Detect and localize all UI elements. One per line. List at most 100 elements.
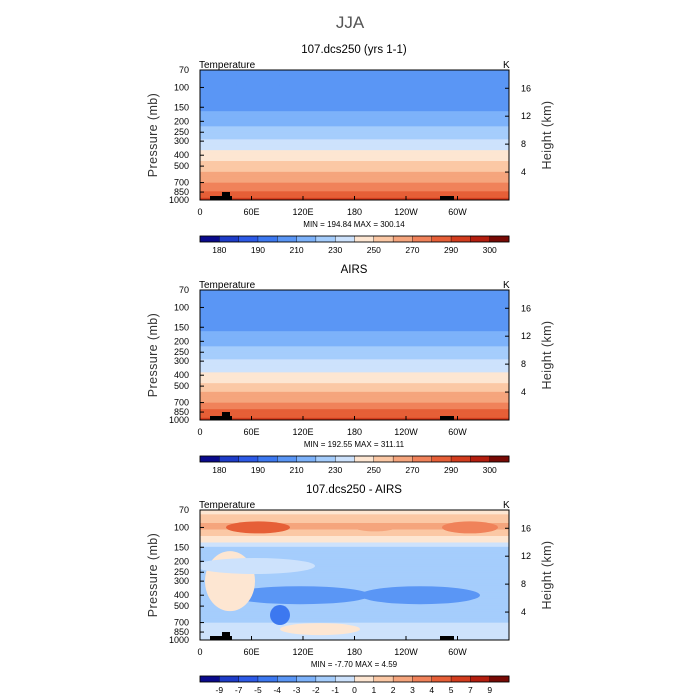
contour-band xyxy=(200,102,509,106)
colorbar-swatch xyxy=(334,235,355,243)
height-tick-label: 12 xyxy=(521,331,531,341)
colorbar-swatch xyxy=(431,455,452,463)
contour-field xyxy=(200,510,509,640)
colorbar-label: 2 xyxy=(391,685,396,695)
pressure-tick-label: 150 xyxy=(174,542,189,552)
contour-band xyxy=(200,182,509,186)
colorbar-swatch xyxy=(296,675,317,683)
contour-band xyxy=(200,130,509,134)
contour-band xyxy=(200,614,509,617)
colorbar-label: 250 xyxy=(367,245,381,255)
height-axis-label: Height (km) xyxy=(540,321,554,390)
contour-band xyxy=(200,72,509,75)
lon-tick-label: 180 xyxy=(347,647,362,657)
contour-band xyxy=(200,391,509,395)
contour-band xyxy=(200,389,509,393)
contour-band xyxy=(200,139,509,143)
contour-band xyxy=(200,93,509,97)
contour-band xyxy=(200,568,509,572)
panel-title: 107.dcs250 (yrs 1-1) xyxy=(301,44,407,56)
contour-band xyxy=(200,122,509,125)
contour-band xyxy=(200,562,509,565)
colorbar-label: 230 xyxy=(328,245,342,255)
colorbar-swatch xyxy=(257,235,278,243)
colorbar-label: -9 xyxy=(216,685,224,695)
contour-band xyxy=(200,89,509,93)
variable-label: Temperature xyxy=(199,60,256,71)
colorbar-swatch xyxy=(412,235,433,243)
contour-band xyxy=(200,335,509,339)
contour-band xyxy=(200,96,509,99)
colorbar-swatch xyxy=(354,675,375,683)
contour-band xyxy=(200,174,509,177)
contour-band xyxy=(200,549,509,552)
colorbar-swatch xyxy=(296,235,317,243)
colorbar-frame xyxy=(199,675,510,683)
variable-label: Temperature xyxy=(199,280,256,291)
colorbar-swatch xyxy=(470,455,491,463)
colorbar-swatch xyxy=(334,675,355,683)
pressure-tick-label: 1000 xyxy=(169,415,189,425)
contour-band xyxy=(200,572,509,576)
colorbar-swatch xyxy=(373,235,394,243)
topography-mask xyxy=(210,636,232,640)
colorbar-swatch xyxy=(257,455,278,463)
contour-band xyxy=(200,176,509,179)
contour-band xyxy=(200,372,509,376)
colorbar-swatch xyxy=(450,235,471,243)
contour-band xyxy=(200,104,509,108)
lon-tick-label: 120W xyxy=(394,207,418,217)
colorbar-swatch xyxy=(277,235,298,243)
contour-band xyxy=(200,546,509,550)
pressure-tick-label: 700 xyxy=(174,178,189,188)
topography-mask xyxy=(222,412,230,420)
pressure-tick-label: 150 xyxy=(174,102,189,112)
contour-band xyxy=(200,163,509,166)
lon-tick-label: 180 xyxy=(347,427,362,437)
contour-band xyxy=(200,396,509,399)
colorbar-label: -4 xyxy=(273,685,281,695)
colorbar-label: 290 xyxy=(444,465,458,475)
min-max-label: MIN = 192.55 MAX = 311.11 xyxy=(304,440,405,449)
contour-band xyxy=(200,346,509,350)
contour-band xyxy=(200,307,509,311)
pressure-tick-label: 200 xyxy=(174,336,189,346)
height-tick-label: 4 xyxy=(521,387,526,397)
contour-band xyxy=(200,357,509,360)
contour-feature xyxy=(442,521,498,534)
colorbar-swatch xyxy=(315,235,336,243)
contour-band xyxy=(200,407,509,410)
lon-tick-label: 60E xyxy=(243,647,259,657)
contour-band xyxy=(200,398,509,402)
contour-band xyxy=(200,298,509,302)
pressure-tick-label: 500 xyxy=(174,601,189,611)
colorbar-label: 9 xyxy=(487,685,492,695)
contour-band xyxy=(200,555,509,559)
contour-band xyxy=(200,551,509,554)
contour-band xyxy=(200,413,509,417)
contour-band xyxy=(200,137,509,140)
pressure-tick-label: 70 xyxy=(179,505,189,515)
contour-band xyxy=(200,132,509,136)
contour-band xyxy=(200,607,509,611)
colorbar-label: 250 xyxy=(367,465,381,475)
colorbar-label: -7 xyxy=(235,685,243,695)
pressure-axis-label: Pressure (mb) xyxy=(146,93,160,177)
contour-band xyxy=(200,376,509,380)
contour-band xyxy=(200,85,509,88)
units-label: K xyxy=(503,500,510,511)
contour-band xyxy=(200,605,509,609)
contour-band xyxy=(200,76,509,80)
colorbar-swatch xyxy=(199,675,220,683)
contour-band xyxy=(200,348,509,352)
contour-band xyxy=(200,553,509,557)
contour-band xyxy=(200,514,509,518)
colorbar-swatch xyxy=(199,235,220,243)
topography-mask xyxy=(440,196,454,200)
contour-band xyxy=(200,387,509,391)
contour-band xyxy=(200,368,509,371)
pressure-tick-label: 250 xyxy=(174,347,189,357)
contour-band xyxy=(200,409,509,412)
contour-band xyxy=(200,633,509,637)
